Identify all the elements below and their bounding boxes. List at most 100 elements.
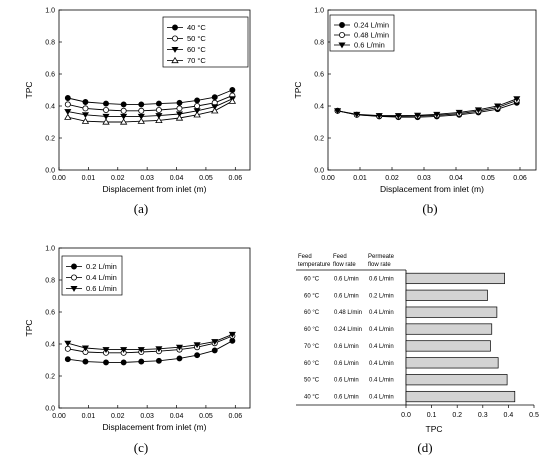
y-tick-label: 0.4 — [45, 342, 55, 349]
y-tick-label: 0.4 — [45, 104, 55, 111]
data-point — [64, 95, 71, 101]
x-tick-label: 0.03 — [417, 175, 431, 182]
y-tick-label: 0.4 — [314, 104, 324, 111]
data-point — [102, 118, 110, 125]
x-tick-label: 0.00 — [321, 175, 335, 182]
y-tick-label: 0.2 — [314, 136, 324, 143]
x-tick-label: 0.03 — [140, 413, 154, 420]
y-tick-label: 0.6 — [45, 72, 55, 79]
y-tick-label: 0.2 — [45, 136, 55, 143]
y-tick-label: 0.8 — [314, 40, 324, 47]
series-line — [67, 95, 233, 112]
y-tick-label: 0.2 — [45, 374, 55, 381]
table-cell-temp: 40 °C — [304, 395, 320, 401]
legend-marker — [71, 263, 77, 270]
data-point — [155, 116, 163, 123]
legend-marker — [172, 24, 178, 31]
data-point — [211, 104, 219, 111]
data-point — [414, 112, 422, 119]
y-axis-label: TPC — [293, 82, 303, 99]
x-tick-label: 0.0 — [401, 412, 411, 419]
x-tick-label: 0.04 — [449, 175, 463, 182]
x-tick-label: 0.03 — [140, 175, 154, 182]
table-cell-temp: 60 °C — [304, 310, 320, 316]
bar — [405, 374, 508, 386]
data-point — [155, 107, 162, 114]
data-point — [120, 113, 128, 120]
table-header: temperature — [298, 262, 331, 268]
legend-marker — [338, 42, 346, 49]
x-tick-label: 0.02 — [111, 175, 125, 182]
data-point — [82, 105, 89, 112]
data-point — [211, 339, 219, 345]
table-cell-temp: 60 °C — [304, 276, 320, 282]
series-line — [337, 98, 517, 117]
table-cell-perm: 0.4 L/min — [369, 395, 394, 401]
bar — [405, 323, 493, 335]
x-axis-label: Displacement from inlet (m) — [103, 422, 207, 432]
data-point — [211, 347, 218, 354]
table-cell-perm: 0.4 L/min — [369, 344, 394, 350]
data-point — [81, 112, 89, 119]
data-point — [176, 355, 183, 362]
x-axis-label: Displacement from inlet (m) — [103, 184, 207, 194]
y-tick-label: 0.6 — [45, 310, 55, 317]
data-point — [103, 107, 110, 114]
data-point — [194, 97, 201, 104]
table-cell-temp: 60 °C — [304, 361, 320, 367]
table-cell-perm: 0.2 L/min — [369, 293, 394, 299]
data-point — [137, 347, 145, 353]
table-cell-perm: 0.4 L/min — [369, 310, 394, 316]
y-tick-label: 0.8 — [45, 40, 55, 47]
table-cell-feed: 0.48 L/min — [334, 310, 362, 316]
table-cell-perm: 0.4 L/min — [369, 327, 394, 333]
table-cell-temp: 60 °C — [304, 327, 320, 333]
x-axis-label: Displacement from inlet (m) — [380, 184, 484, 194]
legend-label: 0.6 L/min — [354, 41, 385, 50]
table-cell-feed: 0.6 L/min — [334, 378, 359, 384]
x-tick-label: 0.04 — [170, 413, 184, 420]
data-point — [155, 100, 162, 107]
table-cell-perm: 0.4 L/min — [369, 378, 394, 384]
x-tick-label: 0.5 — [529, 412, 539, 419]
x-tick-label: 0.1 — [427, 412, 437, 419]
legend-label: 0.4 L/min — [86, 273, 117, 282]
x-tick-label: 0.04 — [170, 175, 184, 182]
plot-frame — [327, 9, 537, 171]
data-point — [513, 96, 521, 103]
y-tick-label: 1.0 — [45, 8, 55, 15]
data-point — [120, 107, 127, 114]
data-point — [155, 113, 163, 119]
legend-marker — [70, 285, 78, 292]
x-tick-label: 0.05 — [199, 175, 213, 182]
y-tick-label: 0.6 — [314, 72, 324, 79]
x-tick-label: 0.05 — [199, 413, 213, 420]
data-point — [176, 99, 183, 106]
legend-label: 40 °C — [187, 23, 206, 32]
legend-marker — [71, 274, 78, 281]
data-point — [64, 356, 71, 363]
data-point — [119, 118, 128, 125]
data-point — [194, 352, 201, 359]
bar — [405, 272, 505, 285]
y-axis-label: TPC — [24, 320, 34, 337]
data-point — [82, 358, 89, 365]
data-point — [175, 114, 184, 121]
data-point — [81, 345, 89, 352]
data-point — [211, 107, 219, 114]
legend-label: 50 °C — [187, 34, 206, 43]
y-tick-label: 1.0 — [45, 246, 55, 253]
table-cell-temp: 70 °C — [304, 344, 320, 350]
data-point — [82, 99, 89, 105]
plot-frame — [58, 9, 251, 171]
data-point — [137, 113, 145, 120]
panel-caption: (b) — [422, 201, 437, 216]
y-tick-label: 0.0 — [45, 406, 55, 413]
y-tick-label: 0.8 — [45, 278, 55, 285]
table-cell-temp: 50 °C — [304, 378, 320, 384]
line-chart-3: 0.0 0.2 0.4 0.6 0.8 1.0 0.00 0.01 0.02 0.03 0.04 0.… — [24, 246, 251, 455]
series-line — [67, 333, 233, 351]
data-point — [81, 117, 90, 124]
